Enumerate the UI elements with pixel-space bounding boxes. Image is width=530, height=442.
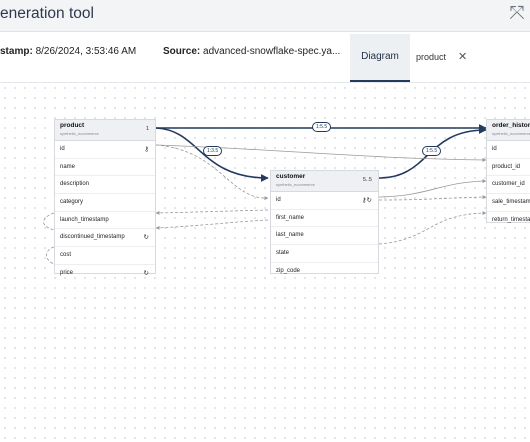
column-row[interactable]: id ⚷ [55, 141, 155, 159]
table-order-history[interactable]: order_history synthetic_ecommerce id pro… [486, 119, 530, 223]
column-row[interactable]: id ⚷↻ [271, 192, 378, 210]
column-name: id [60, 146, 65, 152]
column-row[interactable]: product_id [487, 159, 530, 177]
table-name: customer [276, 173, 306, 180]
table-cardinality: 5..5 [362, 177, 372, 183]
column-name: description [60, 181, 90, 188]
timestamp-value: 8/26/2024, 3:53:46 AM [35, 46, 137, 57]
column-name: name [60, 163, 76, 170]
table-schema: synthetic_ecommerce [276, 182, 315, 187]
table-clip: order_history synthetic_ecommerce id pro… [486, 119, 530, 223]
table-customer[interactable]: customer synthetic_ecommerce 5..5 id ⚷↻ f… [270, 170, 379, 274]
tab-product[interactable]: product [416, 52, 447, 62]
column-name: sale_timestamp [492, 199, 530, 206]
column-name: price [60, 269, 74, 276]
sequence-icon: ↻ [143, 269, 149, 277]
column-row[interactable]: state [271, 245, 378, 263]
column-row[interactable]: cost [55, 247, 155, 265]
column-row[interactable]: name [55, 159, 155, 177]
key-icon: ⚷ [144, 146, 149, 153]
timestamp-info: stamp: 8/26/2024, 3:53:46 AM [0, 46, 136, 57]
column-name: id [276, 197, 281, 203]
source-info: Source: advanced-snowflake-spec.ya... [163, 46, 340, 57]
column-row[interactable]: last_name [271, 227, 378, 246]
column-name: customer_id [492, 181, 525, 188]
close-x-icon[interactable]: ⤧ [509, 3, 525, 24]
column-name: cost [60, 252, 72, 259]
table-schema: synthetic_ecommerce [492, 131, 530, 136]
table-cardinality: 1 [145, 126, 149, 132]
column-row[interactable]: return_timestamp [487, 212, 530, 223]
source-value: advanced-snowflake-spec.ya... [203, 46, 341, 57]
table-header[interactable]: customer synthetic_ecommerce 5..5 [271, 171, 378, 192]
column-row[interactable]: launch_timestamp [55, 212, 155, 230]
title-bar: eneration tool ⤧ [0, 0, 530, 32]
source-label: Source: [163, 46, 201, 57]
close-icon[interactable]: ✕ [458, 51, 468, 63]
column-name: zip_code [276, 267, 301, 274]
table-header[interactable]: order_history synthetic_ecommerce [487, 120, 530, 141]
column-row[interactable]: first_name [271, 210, 378, 228]
relationship-badge-product-customer[interactable]: 1:3.5 [203, 146, 223, 156]
table-schema: synthetic_ecommerce [60, 131, 99, 136]
column-name: last_name [276, 232, 304, 239]
table-name: product [60, 122, 85, 129]
sequence-icon: ↻ [143, 234, 149, 242]
relationship-badge-customer-order[interactable]: 1:5.5 [422, 146, 442, 156]
column-row[interactable]: customer_id [487, 176, 530, 195]
column-name: state [276, 250, 290, 257]
window-title: eneration tool [0, 5, 94, 22]
column-row[interactable]: category [55, 194, 155, 212]
column-name: product_id [492, 163, 521, 170]
table-name: order_history [492, 122, 530, 129]
column-name: launch_timestamp [60, 216, 109, 223]
column-name: id [492, 146, 497, 152]
table-product[interactable]: product synthetic_ecommerce 1 id ⚷ name d… [54, 119, 156, 277]
key-icon: ⚷↻ [361, 197, 372, 204]
column-name: category [60, 199, 84, 206]
column-row[interactable]: discontinued_timestamp ↻ [55, 229, 155, 248]
info-bar: stamp: 8/26/2024, 3:53:46 AM Source: adv… [0, 32, 530, 83]
column-row[interactable]: price ↻ [55, 265, 155, 282]
column-row[interactable]: zip_code [271, 263, 378, 280]
timestamp-label: stamp: [0, 46, 33, 57]
table-header[interactable]: product synthetic_ecommerce 1 [55, 120, 155, 141]
column-name: return_timestamp [492, 216, 530, 223]
tab-diagram[interactable]: Diagram [350, 34, 410, 82]
column-name: discontinued_timestamp [60, 234, 125, 241]
column-name: first_name [276, 214, 305, 221]
column-row[interactable]: description [55, 176, 155, 195]
relationship-badge-product-order[interactable]: 1:5.5 [312, 122, 332, 132]
column-row[interactable]: id [487, 141, 530, 159]
column-row[interactable]: sale_timestamp [487, 194, 530, 212]
